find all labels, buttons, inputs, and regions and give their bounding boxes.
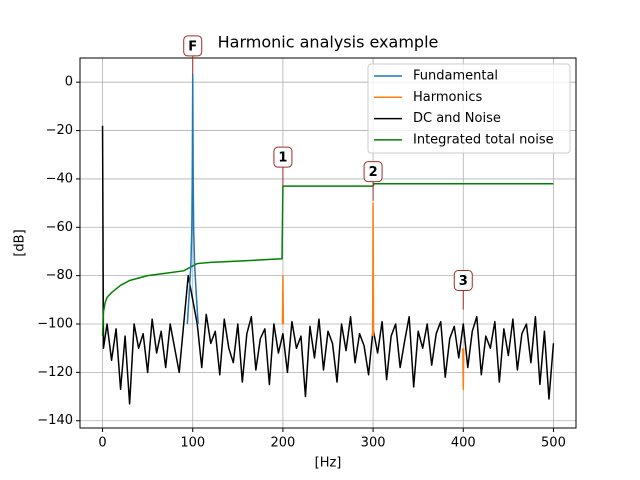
y-axis-label: [dB]	[13, 229, 28, 256]
y-tick-label: 0	[65, 75, 73, 90]
legend: Fundamental Harmonics DC and Noise Integrat…	[367, 63, 571, 154]
legend-box	[367, 63, 571, 154]
series-line	[186, 74, 199, 325]
annotation-box	[183, 35, 203, 57]
x-tick-label: 0	[98, 436, 106, 451]
x-tick-label: 400	[451, 436, 476, 451]
legend-label: Harmonics	[413, 90, 482, 105]
annotation-label: 3	[459, 274, 468, 289]
x-tick-label: 300	[361, 436, 386, 451]
axes-frame	[79, 57, 577, 429]
x-axis-label: [Hz]	[315, 456, 342, 471]
y-tick-label: −140	[37, 413, 73, 428]
annotation-label: 1	[278, 151, 287, 166]
x-tick-label: 100	[180, 436, 205, 451]
annotation-box	[363, 161, 383, 183]
y-tick-label: −40	[46, 171, 73, 186]
annotations: F 1 2 3	[183, 35, 473, 310]
y-tick-label: −20	[46, 123, 73, 138]
legend-label: Integrated total noise	[413, 132, 554, 147]
y-tick-label: −60	[46, 220, 73, 235]
chart-title: Harmonic analysis example	[218, 33, 439, 52]
y-tick-label: −100	[37, 317, 73, 332]
x-tick-label: 200	[270, 436, 295, 451]
series-line	[281, 202, 465, 391]
x-tick-label: 500	[541, 436, 566, 451]
plot-lines	[101, 74, 555, 405]
legend-label: Fundamental	[413, 69, 498, 84]
annotation-box	[273, 146, 293, 168]
annotation-label: F	[188, 39, 197, 54]
legend-label: DC and Noise	[413, 111, 501, 126]
annotation-box	[453, 270, 473, 292]
series-line	[101, 125, 555, 405]
y-tick-label: −80	[46, 268, 73, 283]
ticks: 0 100 200 300 400 500 −140 −120 −100 −80 −60 −40 −20…	[37, 75, 566, 451]
annotation-label: 2	[369, 165, 378, 180]
y-tick-label: −120	[37, 365, 73, 380]
